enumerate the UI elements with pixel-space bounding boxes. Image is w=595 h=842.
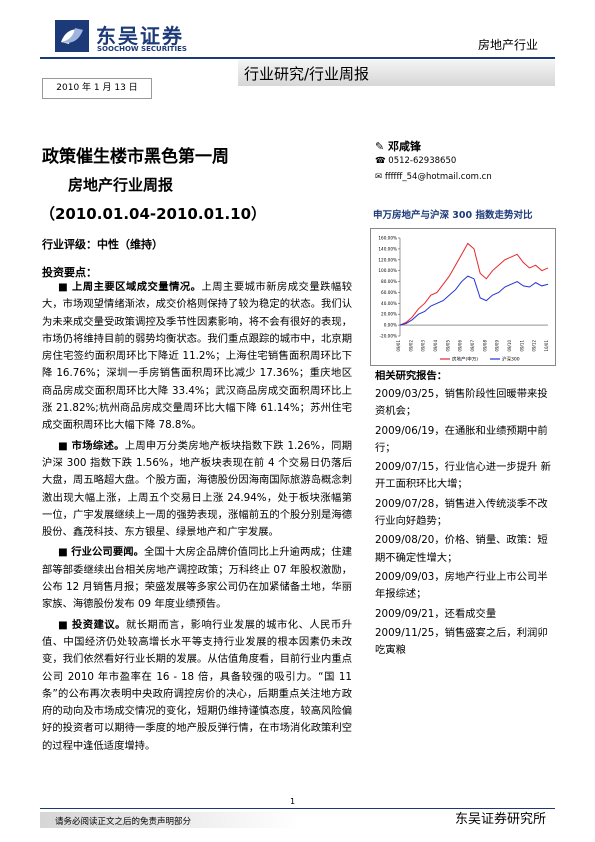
lead: 市场综述。: [71, 439, 125, 452]
related-list: 2009/03/25，销售阶段性回暖带来投资机会； 2009/06/19，在通胀和…: [375, 386, 553, 661]
y-tick-label: 40.00%: [381, 301, 397, 306]
key-points-heading: 投资要点：: [42, 266, 97, 279]
lead: 行业公司要闻。: [71, 546, 145, 559]
key-point: ■ 投资建议。就长期而言，影响行业发展的城市化、人民币升值、中国经济仍处较高增长…: [42, 618, 353, 752]
series-line: [399, 242, 549, 326]
rating: 行业评级：中性（维持）: [42, 238, 163, 251]
related-item: 2009/07/15，行业信心进一步提升 新开工面积环比大增；: [375, 461, 551, 491]
x-tick-label: 09/06: [458, 340, 463, 352]
y-tick-label: 140.00%: [378, 246, 397, 251]
institute: 东吴证券研究所: [455, 812, 547, 827]
chart-title: 申万房地产与沪深 300 指数走势对比: [373, 210, 533, 221]
related-item: 2009/06/19，在通胀和业绩预期中前行；: [375, 424, 548, 454]
chart: -20.00% 0.00% 20.00% 40.00% 60.00% 80.00% 100.…: [370, 228, 556, 366]
report-type-band: [238, 60, 555, 86]
x-tick-label: 09/04: [433, 340, 438, 352]
legend-label: 沪深300: [502, 356, 520, 363]
x-tick-label: 09/10: [507, 340, 512, 352]
logo-icon: [55, 20, 89, 52]
related-item: 2009/09/03，房地产行业上市公司半年报综述；: [375, 570, 548, 601]
related-item: 2009/11/25，销售盛宴之后，利润卯吃寅粮: [375, 626, 548, 657]
y-tick-label: 100.00%: [378, 268, 397, 273]
series-line: [399, 275, 549, 326]
date: 2010 年 1 月 13 日: [42, 78, 152, 99]
related-item: 2009/09/21，还看成交量: [375, 607, 497, 620]
related-item: 2009/08/20，价格、销量、政策：短期不确定性增大；: [375, 534, 548, 564]
disclaimer-band: [40, 812, 300, 828]
related-item: 2009/07/28，销售进入传统淡季不改行业向好趋势；: [375, 497, 548, 528]
period: （2010.01.04-2010.01.10）: [40, 205, 267, 223]
text: 就长期而言，影响行业发展的城市化、人民币升值、中国经济仍处较高增长水平等支持行业…: [42, 618, 353, 752]
title: 政策催生楼市黑色第一周: [42, 147, 229, 167]
y-tick-label: 0.00%: [384, 323, 397, 328]
x-tick-label: 09/08: [482, 340, 487, 352]
text: 上周主要城市新房成交量跌幅较大，市场观望情绪渐浓，成交价格则保持了较为稳定的状态…: [42, 281, 353, 432]
y-tick-label: 80.00%: [381, 279, 397, 284]
key-point: ■ 行业公司要闻。全国十大房企品牌价值同比上升逾两成；住建部等部委继续出台相关房…: [42, 546, 352, 611]
author-phone: ☎ 0512-62938650: [375, 156, 457, 166]
x-tick-label: 09/05: [445, 340, 450, 352]
footer-rule: [40, 808, 555, 809]
logo-en: SOOCHOW SECURITIES: [97, 45, 187, 53]
lead: 上周主要区域成交量情况。: [72, 281, 202, 293]
legend-label: 房地产(申万): [452, 356, 478, 363]
y-tick-label: 60.00%: [381, 290, 397, 295]
text: 全国十大房企品牌价值同比上升逾两成；住建部等部委继续出台相关房地产调控政策；万科…: [42, 546, 352, 611]
header-rule: [40, 57, 555, 59]
email: ffffff_54@hotmail.com.cn: [384, 172, 492, 182]
x-tick-label: 09/03: [421, 340, 426, 352]
x-tick-label: 09/11: [519, 340, 524, 352]
subtitle: 房地产行业周报: [68, 176, 174, 194]
author-name: ✎ 邓咸锋: [375, 140, 422, 153]
key-points: ■ 上周主要区域成交量情况。上周主要城市新房成交量跌幅较大，市场观望情绪渐浓，成…: [42, 279, 352, 758]
key-point: ■ 市场综述。上周申万分类房地产板块指数下跌 1.26%，同期沪深 300 指数…: [42, 439, 353, 539]
key-point: ■ 上周主要区域成交量情况。上周主要城市新房成交量跌幅较大，市场观望情绪渐浓，成…: [42, 281, 353, 432]
sector: 房地产行业: [478, 38, 539, 52]
x-tick-label: 09/02: [408, 340, 413, 352]
disclaimer: 请务必阅读正文之后的免责声明部分: [55, 817, 192, 827]
y-tick-label: 20.00%: [381, 312, 397, 317]
x-tick-label: 09/01: [396, 340, 401, 352]
y-tick-label: 160.00%: [378, 236, 397, 241]
logo-cn: 东吴证券: [96, 24, 184, 48]
name: 邓咸锋: [388, 140, 422, 153]
x-tick-label: 09/07: [470, 340, 475, 352]
y-tick-label: 120.00%: [378, 257, 397, 262]
x-tick-label: 10/01: [544, 340, 549, 352]
page-number: 1: [290, 797, 296, 806]
report-type: 行业研究/行业周报: [244, 65, 370, 83]
lead: 投资建议。: [72, 618, 126, 631]
x-tick-label: 09/12: [532, 340, 537, 352]
phone: 0512-62938650: [388, 156, 457, 166]
author-email: ✉ ffffff_54@hotmail.com.cn: [375, 172, 492, 182]
related-heading: 相关研究报告：: [375, 370, 448, 382]
y-tick-label: -20.00%: [380, 334, 397, 339]
text: 上周申万分类房地产板块指数下跌 1.26%，同期沪深 300 指数下跌 1.56…: [42, 439, 353, 539]
x-tick-label: 09/09: [495, 340, 500, 352]
related-item: 2009/03/25，销售阶段性回暖带来投资机会；: [375, 388, 548, 418]
